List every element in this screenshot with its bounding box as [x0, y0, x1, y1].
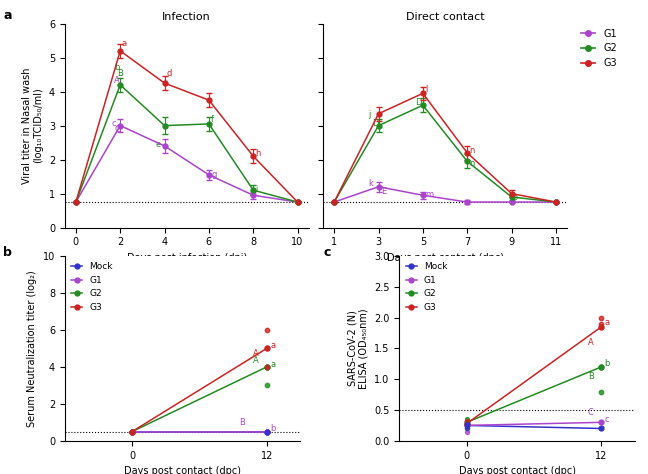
Point	[262, 428, 272, 435]
Text: B: B	[117, 69, 123, 78]
Point	[262, 363, 272, 371]
Point	[262, 382, 272, 389]
Point	[262, 363, 272, 371]
Text: D: D	[372, 118, 378, 128]
Text: b: b	[270, 424, 275, 433]
Legend: Mock, G1, G2, G3: Mock, G1, G2, G3	[69, 261, 115, 314]
Point	[596, 363, 607, 371]
Point	[596, 363, 607, 371]
Point	[461, 420, 472, 428]
Point	[596, 314, 607, 321]
Text: b: b	[3, 246, 12, 259]
Title: Infection: Infection	[163, 11, 211, 21]
Point	[461, 415, 472, 423]
Text: a: a	[121, 39, 126, 48]
Text: a: a	[3, 9, 12, 22]
Text: c: c	[605, 415, 609, 424]
Point	[262, 363, 272, 371]
Point	[461, 428, 472, 435]
Text: a: a	[605, 318, 610, 327]
Text: b: b	[114, 63, 119, 72]
Text: D: D	[415, 98, 422, 107]
X-axis label: Days post contact (dpc): Days post contact (dpc)	[459, 466, 575, 474]
Point	[262, 428, 272, 435]
Point	[262, 326, 272, 334]
Point	[596, 388, 607, 395]
Text: E: E	[381, 187, 386, 196]
Text: c: c	[111, 118, 116, 128]
Point	[596, 323, 607, 331]
Point	[461, 420, 472, 428]
Point	[461, 417, 472, 425]
Point	[262, 428, 272, 435]
Point	[262, 428, 272, 435]
Y-axis label: Viral titer in Nasal wash
(log₁₀TCID₅₀/ml): Viral titer in Nasal wash (log₁₀TCID₅₀/m…	[21, 67, 43, 184]
Text: j: j	[369, 110, 371, 119]
Text: C: C	[588, 408, 594, 417]
X-axis label: Days post contact (dpc): Days post contact (dpc)	[386, 253, 503, 263]
Text: n: n	[469, 159, 475, 168]
Legend: Mock, G1, G2, G3: Mock, G1, G2, G3	[404, 261, 449, 314]
Title: Direct contact: Direct contact	[406, 11, 484, 21]
Point	[461, 422, 472, 429]
Point	[461, 425, 472, 432]
Text: A: A	[253, 349, 259, 358]
Text: m: m	[425, 190, 434, 199]
Text: A: A	[253, 356, 259, 365]
Y-axis label: SARS-CoV-2 (N)
ELISA (OD₄₅₀nm): SARS-CoV-2 (N) ELISA (OD₄₅₀nm)	[347, 308, 369, 389]
Point	[461, 425, 472, 432]
Text: d: d	[167, 69, 172, 78]
Text: o: o	[513, 192, 518, 201]
Y-axis label: Serum Neutralization titer (log₂): Serum Neutralization titer (log₂)	[27, 270, 38, 427]
Text: k: k	[369, 179, 373, 188]
Point	[461, 422, 472, 429]
Text: a: a	[270, 360, 275, 369]
Text: c: c	[324, 246, 331, 259]
Text: B: B	[238, 418, 244, 427]
Text: g: g	[211, 170, 216, 179]
Point	[262, 345, 272, 352]
Point	[461, 425, 472, 432]
X-axis label: Days post infection (dpi): Days post infection (dpi)	[126, 253, 247, 263]
Text: C: C	[114, 126, 120, 135]
Point	[461, 419, 472, 426]
Text: b: b	[605, 359, 610, 368]
Point	[596, 320, 607, 328]
Text: i: i	[255, 185, 258, 194]
Text: f: f	[211, 115, 214, 124]
Text: n: n	[469, 146, 475, 155]
Text: h: h	[255, 149, 261, 158]
Text: A: A	[114, 76, 120, 85]
Point	[461, 419, 472, 426]
Text: B: B	[588, 372, 594, 381]
Text: a: a	[270, 341, 275, 350]
Legend: G1, G2, G3: G1, G2, G3	[581, 28, 617, 68]
Text: e: e	[156, 140, 161, 149]
Text: A: A	[588, 338, 594, 347]
Text: l: l	[425, 85, 428, 94]
X-axis label: Days post contact (dpc): Days post contact (dpc)	[124, 466, 241, 474]
Point	[461, 422, 472, 429]
